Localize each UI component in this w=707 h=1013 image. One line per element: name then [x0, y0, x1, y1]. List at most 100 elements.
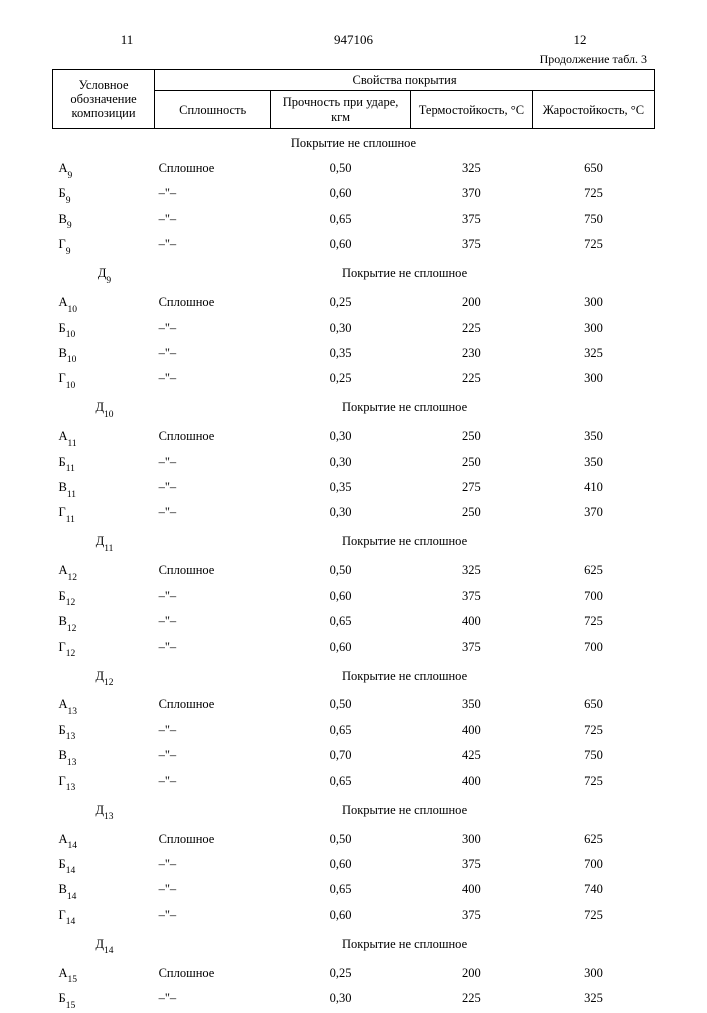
row-label: Б14 [53, 853, 155, 878]
cell-impact: 0,65 [271, 208, 411, 233]
cell-heat: 750 [532, 745, 654, 770]
col-header-composition: Условное обозначение композиции [53, 70, 155, 129]
table-row: Г12–"–0,60375700 [53, 636, 655, 661]
cell-continuity: –"– [155, 342, 271, 367]
page-number-left: 11 [52, 32, 202, 48]
cell-thermo: 400 [410, 719, 532, 744]
table-row: А9Сплошное0,50325650 [53, 158, 655, 183]
cell-thermo: 375 [410, 904, 532, 929]
cell-impact: 0,70 [271, 745, 411, 770]
table-row: Г11–"–0,30250370 [53, 502, 655, 527]
cell-impact: 0,25 [271, 368, 411, 393]
separator-text: Покрытие не сплошное [53, 129, 655, 158]
row-label: Г12 [53, 636, 155, 661]
row-label: Б9 [53, 183, 155, 208]
row-label: Б12 [53, 585, 155, 610]
table-row: Г13–"–0,65400725 [53, 770, 655, 795]
cell-heat: 725 [532, 234, 654, 259]
cell-continuity: –"– [155, 234, 271, 259]
row-label: А9 [53, 158, 155, 183]
table-row: В14–"–0,65400740 [53, 879, 655, 904]
cell-heat: 700 [532, 585, 654, 610]
table-row: В10–"–0,35230325 [53, 342, 655, 367]
table-row: Г9–"–0,60375725 [53, 234, 655, 259]
col-header-properties-span: Свойства покрытия [155, 70, 655, 91]
table-row: Г10–"–0,25225300 [53, 368, 655, 393]
cell-impact: 0,65 [271, 719, 411, 744]
cell-continuity: –"– [155, 770, 271, 795]
cell-heat: 725 [532, 183, 654, 208]
cell-thermo: 300 [410, 828, 532, 853]
cell-thermo: 225 [410, 988, 532, 1013]
cell-continuity: –"– [155, 368, 271, 393]
cell-heat: 650 [532, 158, 654, 183]
row-label: Д14 [53, 930, 155, 962]
table-row: В12–"–0,65400725 [53, 611, 655, 636]
row-label: В14 [53, 879, 155, 904]
cell-impact: 0,30 [271, 426, 411, 451]
table-row: А14Сплошное0,50300625 [53, 828, 655, 853]
cell-impact: 0,65 [271, 611, 411, 636]
row-label: Д12 [53, 662, 155, 694]
cell-impact: 0,35 [271, 342, 411, 367]
cell-heat: 700 [532, 853, 654, 878]
table-row: А13Сплошное0,50350650 [53, 694, 655, 719]
table-row: В9–"–0,65375750 [53, 208, 655, 233]
cell-thermo: 225 [410, 317, 532, 342]
cell-thermo: 375 [410, 853, 532, 878]
document-number: 947106 [202, 32, 505, 48]
cell-thermo: 250 [410, 426, 532, 451]
row-label: Г11 [53, 502, 155, 527]
row-label: Г14 [53, 904, 155, 929]
col-header-continuity: Сплошность [155, 91, 271, 129]
row-label: В13 [53, 745, 155, 770]
separator-text: Покрытие не сплошное [155, 930, 655, 962]
cell-impact: 0,60 [271, 234, 411, 259]
separator-row: Покрытие не сплошное [53, 129, 655, 158]
cell-heat: 300 [532, 962, 654, 987]
cell-impact: 0,50 [271, 560, 411, 585]
row-label: В11 [53, 477, 155, 502]
table-row: Б11–"–0,30250350 [53, 451, 655, 476]
table-row: Б13–"–0,65400725 [53, 719, 655, 744]
cell-impact: 0,60 [271, 853, 411, 878]
cell-impact: 0,60 [271, 636, 411, 661]
cell-impact: 0,65 [271, 770, 411, 795]
cell-continuity: –"– [155, 853, 271, 878]
table-row: Б15–"–0,30225325 [53, 988, 655, 1013]
separator-row: Д12Покрытие не сплошное [53, 662, 655, 694]
cell-thermo: 370 [410, 183, 532, 208]
col-header-impact: Прочность при ударе, кгм [271, 91, 411, 129]
cell-thermo: 200 [410, 292, 532, 317]
row-label: А15 [53, 962, 155, 987]
cell-impact: 0,65 [271, 879, 411, 904]
cell-continuity: –"– [155, 745, 271, 770]
separator-row: Д13Покрытие не сплошное [53, 796, 655, 828]
separator-row: Д11Покрытие не сплошное [53, 527, 655, 559]
cell-impact: 0,50 [271, 158, 411, 183]
cell-thermo: 200 [410, 962, 532, 987]
row-label: Д13 [53, 796, 155, 828]
cell-thermo: 375 [410, 234, 532, 259]
data-table: Условное обозначение композиции Свойства… [52, 69, 655, 1013]
cell-heat: 300 [532, 317, 654, 342]
cell-continuity: Сплошное [155, 828, 271, 853]
cell-continuity: Сплошное [155, 694, 271, 719]
cell-continuity: –"– [155, 611, 271, 636]
row-label: В12 [53, 611, 155, 636]
row-label: В10 [53, 342, 155, 367]
row-label: Б11 [53, 451, 155, 476]
row-label: Б10 [53, 317, 155, 342]
row-label: А13 [53, 694, 155, 719]
cell-continuity: Сплошное [155, 560, 271, 585]
separator-row: Д14Покрытие не сплошное [53, 930, 655, 962]
cell-thermo: 400 [410, 770, 532, 795]
cell-heat: 750 [532, 208, 654, 233]
cell-thermo: 250 [410, 502, 532, 527]
cell-impact: 0,50 [271, 694, 411, 719]
cell-thermo: 250 [410, 451, 532, 476]
table-header: Условное обозначение композиции Свойства… [53, 70, 655, 129]
cell-continuity: –"– [155, 904, 271, 929]
table-row: А12Сплошное0,50325625 [53, 560, 655, 585]
cell-thermo: 425 [410, 745, 532, 770]
